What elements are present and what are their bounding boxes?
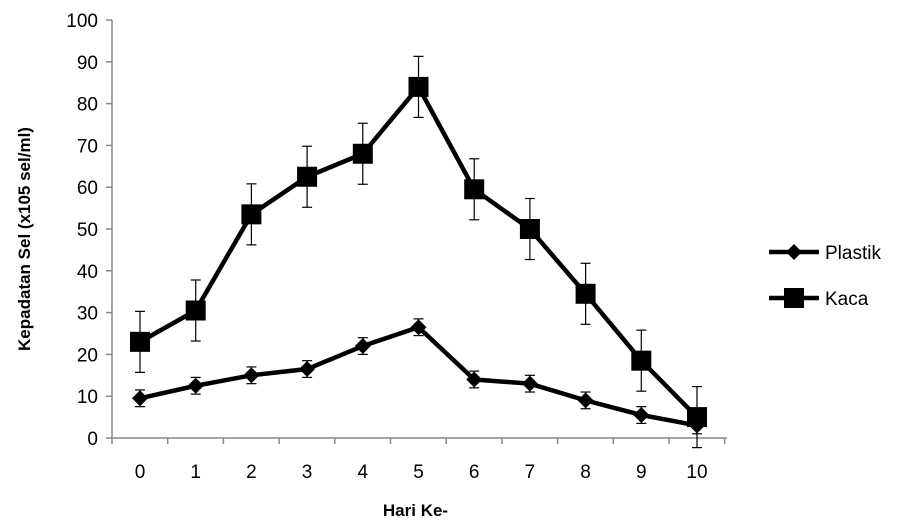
x-tick-label: 5 [413, 462, 424, 483]
y-tick-label: 60 [77, 178, 98, 199]
legend-label: Kaca [825, 289, 869, 310]
y-tick-label: 80 [77, 95, 98, 116]
series-line [138, 84, 699, 419]
data-point-square [185, 300, 206, 321]
data-point-square [408, 76, 429, 97]
x-tick-label: 3 [302, 462, 313, 483]
data-point-square [297, 166, 318, 187]
series-line [139, 324, 698, 428]
legend-marker-diamond [786, 244, 802, 260]
data-point-diamond [354, 338, 371, 355]
legend-item-kaca: Kaca [769, 288, 869, 310]
x-tick-label: 10 [686, 462, 707, 483]
y-tick-label: 100 [66, 11, 98, 32]
y-tick-label: 20 [77, 345, 98, 366]
x-axis-ticks: 0 1 2 3 4 5 6 7 8 9 10 [111, 438, 726, 483]
y-axis-ticks: 0 10 20 30 40 50 60 70 80 90 100 [66, 11, 112, 450]
x-tick-label: 0 [135, 462, 146, 483]
x-tick-label: 8 [580, 462, 591, 483]
data-point-diamond [633, 407, 650, 424]
data-point-diamond [577, 392, 594, 409]
data-point-square [130, 331, 150, 352]
y-tick-label: 0 [87, 429, 98, 450]
data-point-diamond [521, 375, 538, 392]
series-layer [130, 55, 707, 449]
y-tick-label: 50 [77, 220, 98, 241]
data-point-square [352, 143, 373, 164]
x-tick-label: 4 [358, 462, 369, 483]
data-point-diamond [466, 371, 483, 388]
data-point-square [241, 204, 262, 225]
x-tick-label: 1 [190, 462, 201, 483]
x-tick-label: 9 [636, 462, 647, 483]
x-axis-title: Hari Ke- [383, 501, 448, 520]
data-point-diamond [410, 319, 427, 336]
series-plastik [132, 318, 705, 435]
y-tick-label: 30 [77, 304, 98, 325]
data-point-square [631, 350, 652, 371]
x-tick-label: 7 [525, 462, 536, 483]
legend-label: Plastik [825, 243, 881, 264]
y-tick-label: 70 [77, 136, 98, 157]
data-point-diamond [299, 361, 316, 378]
x-tick-label: 6 [469, 462, 480, 483]
series-kaca [130, 55, 707, 449]
data-point-square [575, 283, 596, 304]
legend: Plastik Kaca [769, 243, 881, 310]
x-tick-label: 2 [246, 462, 257, 483]
y-tick-label: 90 [77, 53, 98, 74]
data-point-diamond [243, 367, 260, 384]
data-point-square [464, 179, 485, 200]
legend-item-plastik: Plastik [769, 243, 881, 264]
y-tick-label: 40 [77, 262, 98, 283]
data-point-square [687, 407, 707, 428]
y-axis-title: Kepadatan Sel (x105 sel/ml) [15, 127, 34, 351]
y-tick-label: 10 [77, 387, 98, 408]
data-point-diamond [187, 377, 204, 394]
data-point-square [519, 219, 540, 239]
data-point-diamond [132, 390, 148, 407]
legend-marker-square [784, 288, 804, 308]
